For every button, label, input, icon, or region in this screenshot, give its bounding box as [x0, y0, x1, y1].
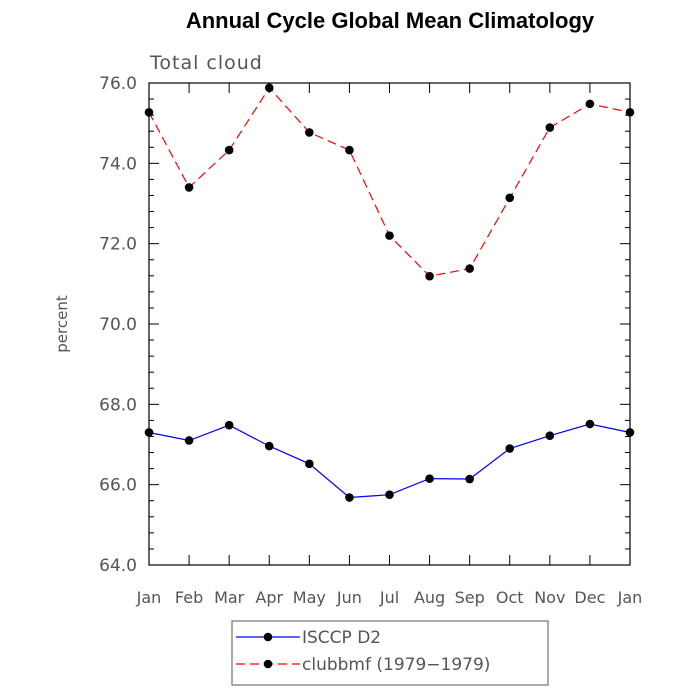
data-point: [264, 83, 274, 93]
data-point: [625, 428, 635, 437]
y-tick-label: 66.0: [99, 476, 137, 496]
legend-marker: [263, 632, 273, 642]
legend-marker: [263, 659, 273, 669]
data-point: [505, 193, 515, 203]
y-axis-label: percent: [53, 295, 71, 353]
x-tick-label: Aug: [414, 588, 445, 607]
y-tick-label: 68.0: [99, 395, 137, 415]
chart-subtitle: Total cloud: [149, 52, 263, 74]
data-point: [465, 264, 474, 273]
data-point: [144, 428, 154, 437]
data-point: [385, 490, 394, 500]
data-point: [465, 474, 474, 484]
x-tick-label: Jul: [379, 588, 399, 607]
x-tick-label: Oct: [496, 588, 524, 607]
data-point: [425, 474, 434, 483]
chart-title: Annual Cycle Global Mean Climatology: [185, 8, 595, 33]
data-point: [144, 108, 154, 117]
data-point: [224, 145, 234, 155]
data-point: [385, 231, 394, 240]
data-point: [305, 459, 314, 469]
x-tick-label: Nov: [534, 588, 565, 607]
x-tick-label: Mar: [214, 588, 245, 607]
x-tick-label: Feb: [175, 588, 203, 607]
y-tick-label: 72.0: [99, 235, 137, 255]
data-point: [184, 183, 194, 192]
data-point: [545, 431, 555, 440]
y-tick-label: 70.0: [99, 315, 137, 335]
data-point: [585, 99, 595, 109]
x-tick-label: Apr: [255, 588, 283, 607]
data-point: [345, 493, 354, 502]
series-group: [144, 83, 635, 502]
series-1: [144, 419, 635, 502]
legend-label: clubbmf (1979−1979): [302, 655, 490, 675]
legend-box: [231, 620, 549, 686]
series-line: [148, 423, 631, 499]
data-point: [305, 128, 314, 137]
data-point: [224, 420, 234, 430]
series-2: [144, 83, 635, 281]
x-tick-labels: Jan Feb Mar Apr May Jun Jul Aug Sep Oct Nov Dec Jan: [136, 588, 643, 607]
data-point: [505, 444, 515, 453]
data-point: [345, 145, 354, 155]
data-point: [625, 108, 635, 117]
x-tick-label: Dec: [574, 588, 605, 607]
series-line: [148, 86, 631, 277]
x-tick-label: Sep: [455, 588, 485, 607]
tick-marks: [148, 82, 631, 566]
data-point: [264, 441, 274, 451]
y-tick-label: 76.0: [99, 74, 137, 94]
y-tick-label: 64.0: [99, 556, 137, 576]
legend: ISCCP D2 clubbmf (1979−1979): [231, 620, 549, 686]
data-point: [545, 123, 555, 132]
legend-label: ISCCP D2: [302, 628, 381, 648]
x-tick-label: Jan: [617, 588, 643, 607]
data-point: [184, 436, 194, 445]
y-tick-label: 74.0: [99, 154, 137, 174]
data-point: [425, 271, 434, 281]
data-point: [585, 419, 595, 429]
x-tick-label: Jan: [136, 588, 162, 607]
x-tick-label: Jun: [336, 588, 362, 607]
y-tick-labels: 64.0 66.0 68.0 70.0 72.0 74.0 76.0: [99, 74, 137, 576]
x-tick-label: May: [293, 588, 326, 607]
